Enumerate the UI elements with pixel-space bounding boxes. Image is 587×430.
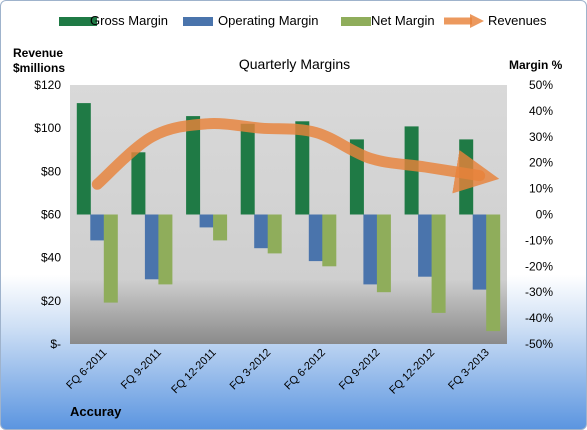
x-tick-label: FQ 9-2011 — [119, 347, 164, 392]
x-tick-label: FQ 12-2012 — [387, 347, 437, 397]
x-tick-label: FQ 6-2012 — [282, 347, 328, 393]
x-tick-label: FQ 3-2013 — [446, 347, 492, 393]
company-name: Accuray — [70, 404, 122, 419]
x-tick-label: FQ 6-2011 — [64, 347, 109, 392]
legend-swatch-net-margin — [341, 17, 371, 26]
y-right-tick-label: -30% — [525, 285, 553, 299]
y-left-tick-label: $20 — [41, 294, 61, 308]
x-tick-label: FQ 12-2011 — [169, 347, 218, 396]
bar-gross-margin-2 — [186, 116, 201, 215]
bar-net-margin-4 — [322, 214, 337, 267]
y-left-tick-label: $80 — [41, 164, 61, 178]
y-right-tick-label: -40% — [525, 311, 553, 325]
bar-gross-margin-4 — [295, 121, 310, 215]
y-right-tick-label: -50% — [525, 337, 553, 351]
y-left-tick-label: $- — [50, 337, 61, 351]
y-right-tick-label: -20% — [525, 259, 553, 273]
legend-label-operating-margin: Operating Margin — [218, 13, 319, 28]
legend-label-net-margin: Net Margin — [371, 13, 435, 28]
bar-operating-margin-3 — [254, 214, 269, 249]
legend-swatch-operating-margin — [183, 17, 213, 26]
bar-operating-margin-4 — [308, 214, 323, 262]
bar-operating-margin-5 — [363, 214, 378, 285]
bar-operating-margin-2 — [199, 214, 214, 228]
bar-net-margin-2 — [213, 214, 228, 241]
bar-gross-margin-1 — [131, 152, 146, 215]
legend-arrow-icon — [444, 14, 484, 28]
y-right-tick-label: -10% — [525, 233, 553, 247]
y-right-label: Margin % — [509, 58, 563, 72]
y-left-label: Revenue $millions — [13, 46, 65, 76]
y-right-tick-label: 30% — [529, 130, 553, 144]
y-right-tick-label: 50% — [529, 78, 553, 92]
bar-net-margin-6 — [431, 214, 446, 313]
legend: Gross Margin Operating Margin Net Margin… — [1, 11, 586, 35]
y-right-tick-label: 20% — [529, 156, 553, 170]
y-right-tick-label: 40% — [529, 104, 553, 118]
y-left-label-line-2: $millions — [13, 61, 66, 75]
y-left-tick-label: $40 — [41, 251, 61, 265]
x-tick-label: FQ 3-2012 — [228, 347, 274, 393]
line-revenues — [91, 118, 500, 194]
y-left-tick-label: $60 — [41, 208, 61, 222]
legend-swatch-gross-margin — [59, 17, 97, 26]
legend-label-revenues: Revenues — [488, 13, 547, 28]
bar-net-margin-5 — [376, 214, 391, 293]
bar-operating-margin-1 — [144, 214, 159, 280]
legend-label-gross-margin: Gross Margin — [90, 13, 169, 28]
bar-net-margin-0 — [103, 214, 118, 303]
bar-operating-margin-7 — [472, 214, 487, 290]
bar-operating-margin-0 — [90, 214, 105, 241]
bar-net-margin-3 — [267, 214, 282, 254]
chart-title: Quarterly Margins — [238, 56, 351, 72]
y-left-tick-label: $100 — [34, 121, 61, 135]
y-right-tick-label: 10% — [529, 182, 553, 196]
bar-net-margin-1 — [158, 214, 173, 285]
bar-net-margin-7 — [486, 214, 501, 332]
bar-operating-margin-6 — [418, 214, 433, 277]
bar-gross-margin-3 — [240, 123, 255, 215]
y-left-tick-label: $120 — [34, 78, 61, 92]
x-tick-label: FQ 9-2012 — [337, 347, 383, 393]
bar-gross-margin-0 — [76, 103, 91, 215]
y-right-tick-label: 0% — [536, 208, 554, 222]
y-left-label-line-1: Revenue — [13, 46, 64, 60]
